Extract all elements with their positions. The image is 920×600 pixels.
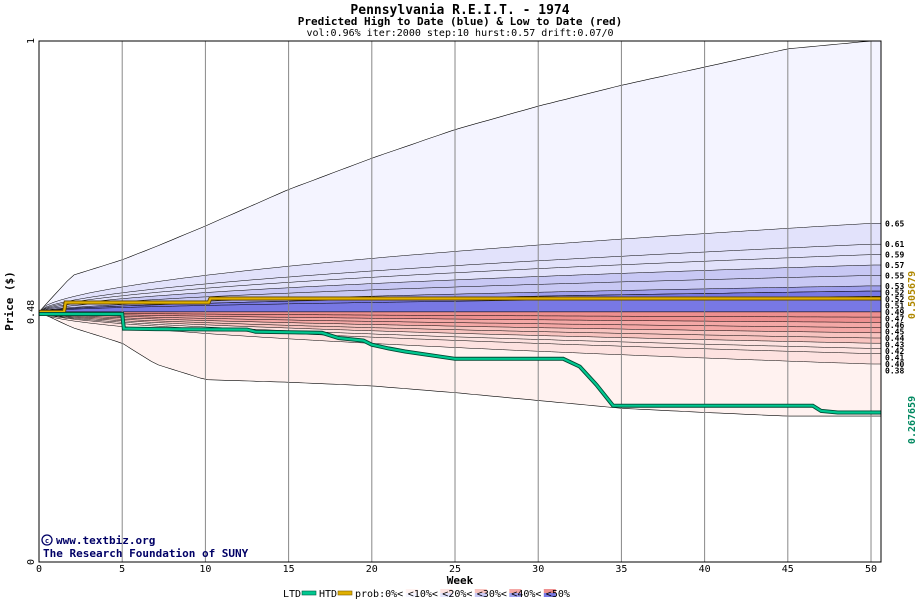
legend-prob-swatch-high xyxy=(405,593,418,597)
credit-site[interactable]: www.textbiz.org xyxy=(56,534,155,547)
y-tick-label: 0 xyxy=(26,559,37,565)
y-tick-label: 0.48 xyxy=(26,300,37,324)
x-tick-label: 40 xyxy=(699,564,711,575)
y-tick-labels: 0 0.48 1 xyxy=(26,38,37,565)
legend-htd-swatch xyxy=(337,590,353,596)
band-level-label: 0.42 xyxy=(885,347,904,356)
htd-line xyxy=(39,297,881,313)
band-low-8 xyxy=(38,311,882,318)
legend-prob-label: <20%< xyxy=(442,589,472,600)
x-tick-label: 20 xyxy=(366,564,378,575)
x-tick-labels: 0 5 10 15 20 25 30 35 40 45 50 xyxy=(36,564,877,575)
chart-title: Pennsylvania R.E.I.T. - 1974 xyxy=(350,3,569,18)
band-level-label: 0.57 xyxy=(885,261,904,270)
x-tick-label: 0 xyxy=(36,564,42,575)
ltd-line xyxy=(39,312,881,414)
credit-org: The Research Foundation of SUNY xyxy=(43,547,249,560)
credits: c www.textbiz.org The Research Foundatio… xyxy=(41,534,249,560)
band-level-label: 0.52 xyxy=(885,288,904,297)
legend-ltd-label: LTD xyxy=(283,589,301,600)
x-tick-label: 50 xyxy=(865,564,877,575)
band-level-label: 0.65 xyxy=(885,219,904,228)
y-tick-label: 1 xyxy=(26,38,37,44)
legend-prob-swatch-high xyxy=(474,593,487,597)
legend-ltd-swatch xyxy=(301,590,317,596)
series-lines xyxy=(39,296,881,415)
ltd-end-label: 0.267659 xyxy=(907,396,918,444)
band-level-labels: 0.650.610.590.570.550.530.520.520.510.49… xyxy=(885,219,904,375)
band-level-label: 0.51 xyxy=(885,301,904,310)
legend-prob-swatch-low xyxy=(474,589,487,593)
copyright-icon-letter: c xyxy=(45,537,49,545)
legend-prob-swatch-high xyxy=(543,593,556,597)
band-level-label: 0.45 xyxy=(885,327,904,336)
legend-prob-swatch-low xyxy=(440,589,453,593)
band-level-label: 0.38 xyxy=(885,366,904,375)
band-level-label: 0.52 xyxy=(885,295,904,304)
x-tick-label: 35 xyxy=(615,564,627,575)
x-tick-label: 5 xyxy=(119,564,125,575)
band-level-label: 0.55 xyxy=(885,271,904,280)
legend-prob-swatch-low xyxy=(405,589,418,593)
grid-lines xyxy=(121,41,872,562)
legend-htd-label: HTD xyxy=(319,589,337,600)
y-axis-label: Price ($) xyxy=(3,271,16,331)
band-level-label: 0.40 xyxy=(885,360,904,369)
x-axis-label: Week xyxy=(447,574,474,587)
band-level-label: 0.43 xyxy=(885,340,904,349)
legend-prob-label: <10%< xyxy=(408,589,438,600)
x-tick-label: 15 xyxy=(283,564,295,575)
legend-prob-swatch-high xyxy=(509,593,522,597)
htd-end-label: 0.505679 xyxy=(907,271,918,319)
chart-subtitle: Predicted High to Date (blue) & Low to D… xyxy=(298,15,623,28)
band-level-label: 0.49 xyxy=(885,308,904,317)
copyright-icon xyxy=(41,534,53,546)
band-level-label: 0.53 xyxy=(885,282,904,291)
band-level-label: 0.61 xyxy=(885,240,904,249)
band-level-label: 0.41 xyxy=(885,353,904,362)
legend-prob-swatch-high xyxy=(440,593,453,597)
band-level-label: 0.59 xyxy=(885,251,904,260)
legend-prob-label: <40%< xyxy=(511,589,541,600)
band-level-label: 0.46 xyxy=(885,321,904,330)
plot-frame xyxy=(38,40,882,563)
x-tick-label: 10 xyxy=(199,564,211,575)
legend-prob-swatch-low xyxy=(543,589,556,593)
x-tick-label: 25 xyxy=(449,564,461,575)
x-tick-label: 30 xyxy=(532,564,544,575)
legend-prob-label: <50% xyxy=(546,589,570,600)
band-level-label: 0.44 xyxy=(885,334,904,343)
legend: LTD HTD prob:0%< <10%< <20%< <30%< <40%< <50% xyxy=(283,589,570,600)
legend-prob-label: <30%< xyxy=(477,589,507,600)
legend-prob-swatch-low xyxy=(509,589,522,593)
x-tick-label: 45 xyxy=(782,564,794,575)
probability-bands xyxy=(38,40,882,417)
legend-prob-label: prob:0%< xyxy=(355,589,403,600)
band-level-label: 0.47 xyxy=(885,314,904,323)
chart-params: vol:0.96% iter:2000 step:10 hurst:0.57 d… xyxy=(306,28,613,39)
